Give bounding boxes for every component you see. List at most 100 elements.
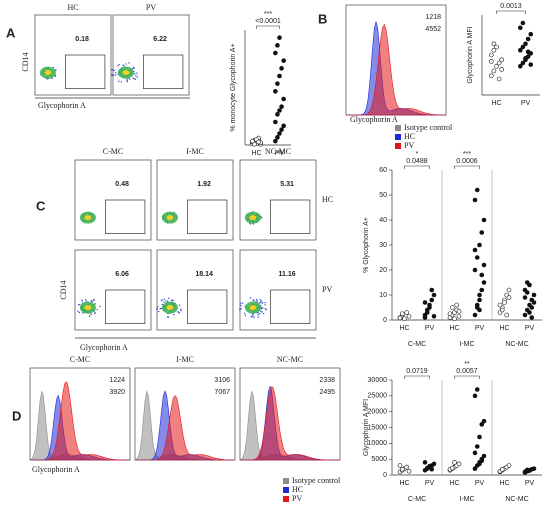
data-point [525, 49, 531, 55]
data-point [452, 316, 457, 322]
data-point [517, 63, 523, 69]
flow-event [244, 314, 247, 317]
y-tick-label: 10 [379, 292, 387, 299]
data-point [517, 25, 523, 31]
y-tick-label: 5000 [371, 456, 387, 463]
flow-event [165, 300, 167, 302]
flow-event [260, 217, 263, 219]
flow-event [136, 72, 138, 74]
flow-event [171, 300, 174, 302]
mfi-value: 4552 [425, 26, 441, 33]
data-point [481, 217, 487, 223]
data-point [454, 302, 460, 308]
column-label: HC [67, 3, 78, 12]
data-point [279, 127, 284, 132]
legend-swatch [283, 496, 289, 502]
data-point [479, 422, 485, 427]
gate [65, 54, 106, 89]
flow-event [126, 79, 128, 82]
data-point [496, 60, 502, 66]
flow-event [262, 307, 264, 309]
data-point [481, 262, 487, 268]
y-tick-label: 30 [379, 242, 387, 249]
panel-label: D [12, 408, 21, 423]
flow-event [133, 73, 136, 75]
gate [187, 199, 228, 234]
flow-event [163, 298, 166, 300]
data-point [422, 300, 428, 305]
data-point [422, 460, 428, 465]
data-point [474, 302, 480, 308]
data-point [275, 43, 280, 48]
flow-event [96, 308, 98, 311]
data-point [529, 305, 535, 310]
data-point [472, 267, 478, 273]
flow-event [180, 310, 182, 312]
gate-value: 11.16 [279, 271, 296, 278]
p-value: 0.0719 [406, 368, 428, 375]
group-label: I-MC [459, 496, 474, 503]
flow-event [257, 312, 259, 314]
y-tick-label: 25000 [368, 393, 388, 400]
flow-event [51, 77, 53, 80]
x-tick-label: HC [499, 325, 509, 332]
data-point [479, 272, 485, 278]
data-point [279, 104, 284, 109]
significance-stars: * [416, 151, 419, 158]
data-point [429, 287, 435, 293]
data-point [520, 20, 526, 26]
data-point [456, 461, 462, 467]
flow-event [84, 299, 87, 301]
gate-value: 5.31 [280, 181, 294, 188]
flow-event [94, 303, 96, 305]
flow-event [54, 75, 57, 77]
data-point [397, 463, 403, 468]
data-point [424, 307, 430, 313]
data-point [277, 73, 282, 79]
flow-event [239, 309, 241, 311]
flow-event [77, 304, 80, 306]
data-point [252, 141, 257, 147]
gate [105, 199, 146, 234]
gate-value: 18.14 [195, 271, 213, 278]
histogram-plot [345, 4, 447, 116]
data-point [522, 312, 528, 318]
y-axis-label: Glycophorin A MFI [363, 399, 370, 456]
flow-event [163, 301, 165, 303]
flow-event [134, 78, 137, 81]
data-point [529, 315, 535, 320]
flow-event [77, 310, 79, 312]
data-point [427, 463, 432, 469]
y-tick-label: 20 [379, 267, 387, 274]
data-point [406, 468, 412, 474]
flow-event [78, 303, 81, 306]
flow-event [260, 307, 263, 309]
data-point [399, 466, 405, 472]
flow-event [113, 74, 115, 76]
flow-event [112, 69, 114, 71]
significance-bracket [404, 375, 430, 379]
data-point [273, 89, 278, 94]
y-axis-label: % Glycophorin A+ [363, 217, 370, 273]
p-value: 0.0013 [500, 3, 522, 10]
x-tick-label: PV [525, 325, 535, 332]
mfi-value: 3920 [109, 389, 125, 396]
panel-label: A [6, 25, 16, 40]
flow-event [256, 299, 258, 301]
legend-label: Isotype control [292, 476, 341, 485]
data-point [477, 292, 482, 298]
flow-event [170, 299, 172, 301]
x-tick-label: HC [399, 325, 409, 332]
data-point [488, 59, 494, 64]
data-point [531, 466, 537, 471]
significance-stars: *** [264, 11, 272, 18]
data-point [472, 247, 478, 253]
flow-event [114, 74, 117, 76]
flow-event [125, 63, 127, 65]
gate [270, 289, 311, 324]
flow-event [178, 304, 181, 306]
gate [105, 289, 146, 324]
data-point [531, 300, 537, 305]
data-point [279, 66, 284, 71]
flow-event [117, 65, 119, 67]
